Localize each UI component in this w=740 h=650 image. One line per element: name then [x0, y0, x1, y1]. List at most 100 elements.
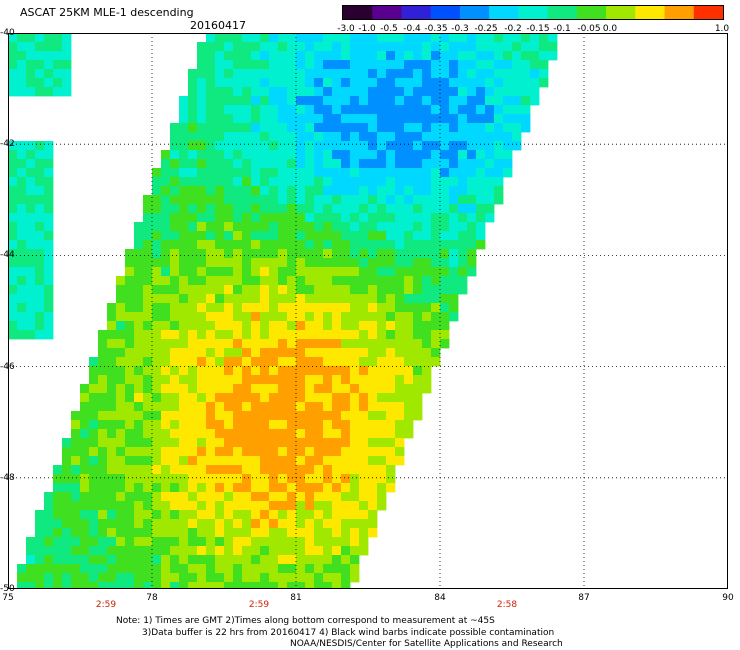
- data-cell: [215, 375, 225, 385]
- data-cell: [260, 582, 270, 589]
- data-cell: [80, 402, 90, 412]
- data-cell: [521, 42, 531, 52]
- data-cell: [296, 87, 306, 97]
- data-cell: [269, 222, 279, 232]
- data-cell: [287, 96, 297, 106]
- data-cell: [143, 312, 153, 322]
- data-cell: [449, 141, 459, 151]
- data-cell: [422, 177, 432, 187]
- data-cell: [296, 510, 306, 520]
- data-cell: [206, 519, 216, 529]
- data-cell: [251, 78, 261, 88]
- data-cell: [377, 285, 387, 295]
- data-cell: [269, 69, 279, 79]
- data-cell: [152, 573, 162, 583]
- data-cell: [233, 573, 243, 583]
- data-cell: [458, 105, 468, 115]
- data-cell: [125, 420, 135, 430]
- data-cell: [323, 528, 333, 538]
- data-cell: [287, 501, 297, 511]
- data-cell: [431, 240, 441, 250]
- data-cell: [143, 582, 153, 589]
- data-cell: [215, 546, 225, 556]
- data-cell: [332, 474, 342, 484]
- data-cell: [395, 303, 405, 313]
- data-cell: [458, 96, 468, 106]
- data-cell: [296, 123, 306, 133]
- data-cell: [215, 132, 225, 142]
- data-cell: [161, 438, 171, 448]
- data-cell: [368, 240, 378, 250]
- data-cell: [170, 447, 180, 457]
- data-cell: [98, 330, 108, 340]
- map-title: ASCAT 25KM MLE-1 descending: [20, 6, 194, 19]
- data-cell: [134, 447, 144, 457]
- data-cell: [161, 285, 171, 295]
- data-cell: [215, 492, 225, 502]
- data-cell: [98, 564, 108, 574]
- data-cell: [476, 105, 486, 115]
- data-cell: [413, 258, 423, 268]
- data-cell: [260, 429, 270, 439]
- data-cell: [251, 348, 261, 358]
- data-cell: [332, 231, 342, 241]
- data-cell: [206, 231, 216, 241]
- data-cell: [296, 546, 306, 556]
- data-cell: [341, 393, 351, 403]
- data-cell: [314, 60, 324, 70]
- data-cell: [8, 186, 18, 196]
- data-cell: [503, 42, 513, 52]
- data-cell: [377, 132, 387, 142]
- data-cell: [134, 348, 144, 358]
- data-cell: [215, 141, 225, 151]
- data-cell: [296, 186, 306, 196]
- data-cell: [476, 231, 486, 241]
- data-cell: [314, 492, 324, 502]
- data-cell: [287, 240, 297, 250]
- data-cell: [395, 159, 405, 169]
- data-cell: [134, 519, 144, 529]
- data-cell: [323, 222, 333, 232]
- data-cell: [332, 384, 342, 394]
- data-cell: [485, 96, 495, 106]
- data-cell: [386, 186, 396, 196]
- data-cell: [215, 474, 225, 484]
- data-cell: [359, 213, 369, 223]
- data-cell: [323, 339, 333, 349]
- data-cell: [188, 465, 198, 475]
- data-cell: [89, 546, 99, 556]
- data-cell: [8, 303, 18, 313]
- data-cell: [152, 312, 162, 322]
- data-cell: [116, 402, 126, 412]
- data-cell: [413, 402, 423, 412]
- data-cell: [161, 294, 171, 304]
- data-cell: [305, 96, 315, 106]
- data-cell: [197, 411, 207, 421]
- data-cell: [341, 159, 351, 169]
- data-cell: [125, 438, 135, 448]
- data-cell: [224, 33, 234, 43]
- data-cell: [332, 321, 342, 331]
- data-cell: [323, 51, 333, 61]
- data-cell: [197, 483, 207, 493]
- data-cell: [215, 168, 225, 178]
- data-cell: [170, 150, 180, 160]
- data-cell: [44, 546, 54, 556]
- pass-time-label: 2:59: [95, 600, 117, 610]
- data-cell: [197, 555, 207, 565]
- data-cell: [251, 492, 261, 502]
- data-cell: [188, 366, 198, 376]
- data-cell: [287, 582, 297, 589]
- data-cell: [143, 447, 153, 457]
- data-cell: [305, 132, 315, 142]
- data-cell: [188, 456, 198, 466]
- data-cell: [386, 393, 396, 403]
- data-cell: [449, 258, 459, 268]
- data-cell: [359, 501, 369, 511]
- data-cell: [224, 447, 234, 457]
- data-cell: [287, 366, 297, 376]
- data-cell: [224, 555, 234, 565]
- data-cell: [332, 222, 342, 232]
- data-cell: [332, 501, 342, 511]
- data-cell: [278, 87, 288, 97]
